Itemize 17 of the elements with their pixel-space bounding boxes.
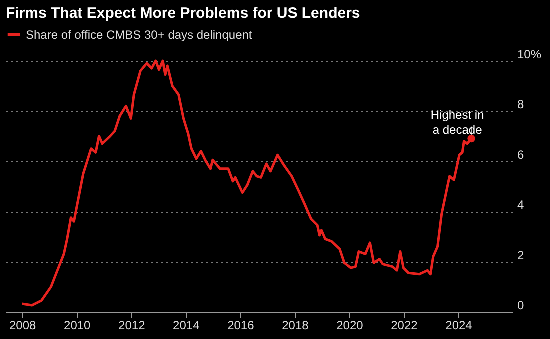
chart-title: Firms That Expect More Problems for US Lenders — [6, 5, 360, 22]
x-tick-label: 2018 — [282, 318, 310, 332]
y-tick-label: 0 — [518, 298, 524, 312]
x-tick-label: 2008 — [10, 318, 37, 332]
x-tick-label: 2014 — [173, 318, 200, 332]
y-tick-label: 10% — [518, 48, 542, 62]
legend-label: Share of office CMBS 30+ days delinquent — [26, 28, 253, 42]
y-tick-label: 2 — [518, 248, 524, 262]
x-tick-label: 2016 — [228, 318, 255, 332]
x-tick-label: 2010 — [64, 318, 92, 332]
x-tick-label: 2020 — [336, 318, 364, 332]
x-tick-label: 2024 — [446, 318, 473, 332]
y-tick-label: 6 — [518, 148, 524, 162]
y-tick-label: 8 — [518, 98, 524, 112]
y-tick-label: 4 — [518, 198, 524, 212]
x-tick-label: 2012 — [118, 318, 146, 332]
x-tick-label: 2022 — [391, 318, 418, 332]
